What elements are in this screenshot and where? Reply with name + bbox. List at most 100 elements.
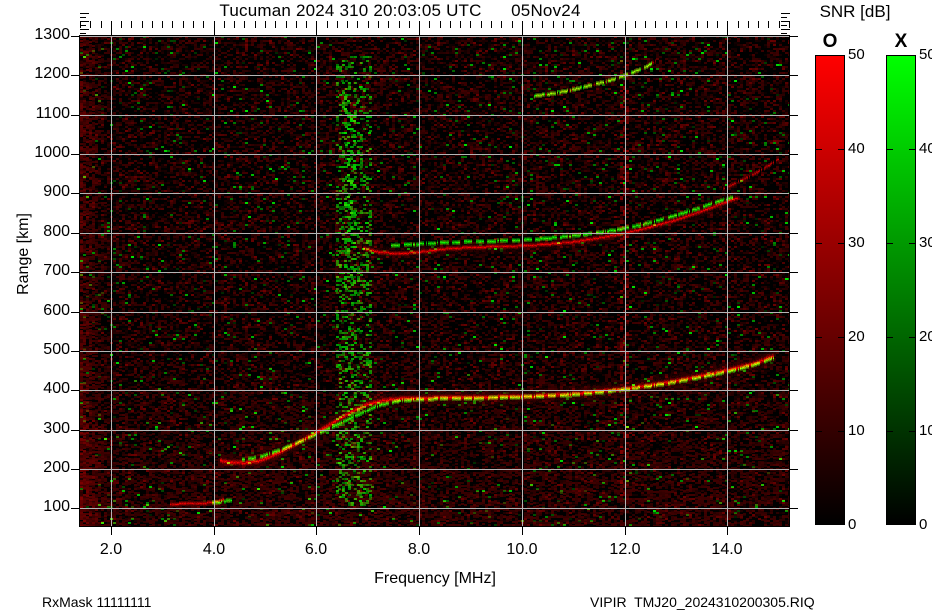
colorbar-tick-x xyxy=(886,149,893,150)
x-major-tick xyxy=(419,27,420,35)
x-minor-tick xyxy=(162,21,163,28)
axis-corner-tick xyxy=(80,17,86,18)
x-major-tick xyxy=(111,527,112,535)
x-minor-tick xyxy=(265,21,266,28)
axis-corner-tick xyxy=(80,21,89,22)
y-tick-label: 600 xyxy=(43,302,70,319)
colorbar-label-o: 0 xyxy=(848,516,857,533)
x-minor-tick xyxy=(347,21,348,28)
x-tick-label: 4.0 xyxy=(202,541,226,558)
colorbar-tick-o xyxy=(815,243,822,244)
x-minor-tick xyxy=(121,21,122,28)
y-major-tick xyxy=(790,154,798,155)
colorbar-label-o: 50 xyxy=(848,46,865,63)
x-minor-tick xyxy=(255,21,256,28)
y-tick-label: 100 xyxy=(43,498,70,515)
x-minor-tick xyxy=(758,21,759,28)
colorbar-label-x: 20 xyxy=(919,328,932,345)
x-minor-tick xyxy=(131,21,132,28)
x-minor-tick xyxy=(90,21,91,28)
x-minor-tick xyxy=(152,21,153,28)
y-major-tick xyxy=(71,430,79,431)
y-major-tick xyxy=(790,469,798,470)
x-minor-tick xyxy=(666,21,667,28)
y-major-tick xyxy=(71,351,79,352)
y-major-tick xyxy=(71,154,79,155)
x-axis-title: Frequency [MHz] xyxy=(374,570,496,587)
axis-corner-tick xyxy=(781,29,790,30)
x-minor-tick xyxy=(306,21,307,28)
axis-corner-tick xyxy=(80,33,86,34)
x-major-tick xyxy=(522,27,523,35)
y-major-tick xyxy=(71,193,79,194)
colorbar-tick-x xyxy=(909,243,916,244)
x-minor-tick xyxy=(440,21,441,28)
x-minor-tick xyxy=(532,21,533,28)
y-tick-label: 400 xyxy=(43,380,70,397)
x-major-tick xyxy=(727,527,728,535)
source-file-label: VIPIR TMJ20_2024310200305.RIQ xyxy=(590,594,815,610)
x-minor-tick xyxy=(234,21,235,28)
colorbar-tick-o xyxy=(815,337,822,338)
x-minor-tick xyxy=(142,21,143,28)
x-minor-tick xyxy=(512,21,513,28)
x-minor-tick xyxy=(193,21,194,28)
y-tick-label: 1100 xyxy=(35,105,70,122)
x-minor-tick xyxy=(316,21,317,28)
x-minor-tick xyxy=(429,21,430,28)
x-minor-tick xyxy=(450,21,451,28)
colorbar-tick-x xyxy=(909,431,916,432)
x-major-tick xyxy=(214,27,215,35)
colorbar-label-x: 10 xyxy=(919,422,932,439)
y-major-tick xyxy=(790,272,798,273)
y-major-tick xyxy=(71,36,79,37)
colorbar-label-x: 50 xyxy=(919,46,932,63)
y-major-tick xyxy=(790,115,798,116)
x-minor-tick xyxy=(378,21,379,28)
y-major-tick xyxy=(71,508,79,509)
x-minor-tick xyxy=(738,21,739,28)
x-minor-tick xyxy=(172,21,173,28)
y-major-tick xyxy=(790,508,798,509)
y-tick-label: 500 xyxy=(43,341,70,358)
x-minor-tick xyxy=(707,21,708,28)
page-title: Tucuman 2024 310 20:03:05 UTC 05Nov24 xyxy=(219,1,581,20)
y-major-tick xyxy=(790,193,798,194)
colorbar-tick-x xyxy=(886,337,893,338)
ionogram-plot-area[interactable] xyxy=(79,35,790,527)
axis-corner-tick xyxy=(781,17,787,18)
colorbar-o-gradient xyxy=(815,55,845,525)
axis-corner-tick xyxy=(781,33,787,34)
x-major-tick xyxy=(111,27,112,35)
colorbar-tick-o xyxy=(838,243,845,244)
y-tick-label: 300 xyxy=(43,420,70,437)
y-axis-title: Range [km] xyxy=(15,213,32,295)
axis-corner-tick xyxy=(80,29,89,30)
y-major-tick xyxy=(790,312,798,313)
colorbar-tick-x xyxy=(909,337,916,338)
colorbar-o-head: O xyxy=(822,31,838,52)
x-minor-tick xyxy=(368,21,369,28)
y-major-tick xyxy=(71,469,79,470)
x-minor-tick xyxy=(101,21,102,28)
x-minor-tick xyxy=(727,21,728,28)
colorbar-tick-o xyxy=(815,149,822,150)
x-minor-tick xyxy=(183,21,184,28)
x-minor-tick xyxy=(399,21,400,28)
colorbar-x-head: X xyxy=(894,31,908,52)
x-minor-tick xyxy=(286,21,287,28)
x-tick-label: 14.0 xyxy=(711,541,743,558)
y-major-tick xyxy=(71,390,79,391)
x-minor-tick xyxy=(697,21,698,28)
x-minor-tick xyxy=(244,21,245,28)
colorbar-tick-o xyxy=(838,431,845,432)
x-tick-label: 8.0 xyxy=(407,541,431,558)
axis-corner-tick xyxy=(781,25,787,26)
x-minor-tick xyxy=(357,21,358,28)
x-minor-tick xyxy=(594,21,595,28)
x-minor-tick xyxy=(645,21,646,28)
colorbar-label-o: 10 xyxy=(848,422,865,439)
x-minor-tick xyxy=(686,21,687,28)
x-minor-tick xyxy=(470,21,471,28)
